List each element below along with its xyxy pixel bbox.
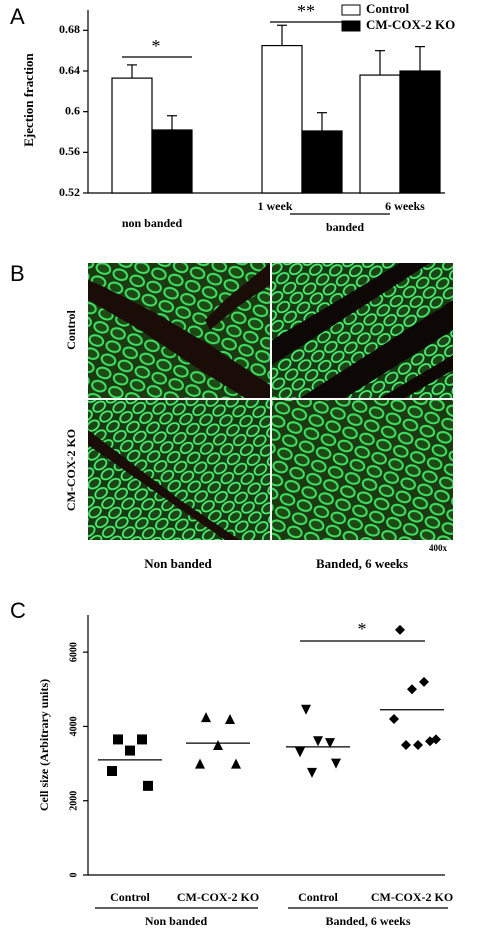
point <box>389 714 399 724</box>
image <box>272 400 453 540</box>
significance: ** <box>297 1 315 21</box>
point <box>407 684 417 695</box>
bar <box>151 129 193 194</box>
point <box>419 676 429 687</box>
y-tick-label: 4000 <box>68 716 79 736</box>
x-tick-label: Control <box>298 890 338 904</box>
y-tick-label: 0.6 <box>65 103 80 117</box>
group-label: banded <box>326 220 364 234</box>
gap <box>300 300 453 398</box>
legend-label: Control <box>366 1 409 16</box>
y-tick-label: 0.64 <box>59 63 80 77</box>
x-tick-label: 6 weeks <box>385 199 425 213</box>
point <box>107 766 117 776</box>
x-tick-label: 1 week <box>258 199 293 213</box>
point <box>431 734 441 745</box>
bar <box>359 74 401 194</box>
point <box>201 712 211 723</box>
y-tick-label: 0.56 <box>59 144 80 158</box>
point <box>231 758 241 769</box>
legend-label: CM-COX-2 KO <box>366 17 455 32</box>
x-tick-label: Control <box>110 890 150 904</box>
gap <box>272 263 430 365</box>
point <box>413 740 423 750</box>
bar <box>399 70 441 194</box>
panel-label: B <box>10 261 25 286</box>
legend-swatch <box>341 4 361 16</box>
panel-label: A <box>10 4 25 29</box>
y-axis-label: Cell size (Arbitrary units) <box>37 679 51 811</box>
column-label: Non banded <box>144 556 212 571</box>
point <box>295 747 305 758</box>
significance: * <box>152 36 161 56</box>
point <box>325 738 335 749</box>
point <box>113 734 123 745</box>
y-tick-label: 0.52 <box>59 185 80 199</box>
point <box>307 767 317 778</box>
gap <box>205 263 270 330</box>
bar <box>301 130 343 194</box>
point <box>331 758 341 769</box>
point <box>213 740 223 750</box>
row-label: Control <box>64 309 78 349</box>
y-tick-label: 0 <box>68 873 79 878</box>
group-label: Non banded <box>145 914 208 928</box>
legend-swatch <box>341 20 361 32</box>
x-tick-label: CM-COX-2 KO <box>371 890 453 904</box>
bar <box>111 77 153 194</box>
y-tick-label: 6000 <box>68 642 79 662</box>
point <box>125 745 135 756</box>
point <box>143 780 153 791</box>
point <box>401 740 411 750</box>
magnification: 400x <box>429 543 448 553</box>
point <box>195 758 205 769</box>
row-label: CM-COX-2 KO <box>64 429 78 511</box>
panel-label: C <box>10 598 26 623</box>
point <box>137 734 147 745</box>
gap <box>380 355 453 398</box>
gap <box>88 280 270 398</box>
micrographs <box>88 263 453 540</box>
image <box>88 400 270 540</box>
y-axis-label: Ejection fraction <box>21 52 36 146</box>
y-tick-label: 0.68 <box>59 22 80 36</box>
column-label: Banded, 6 weeks <box>316 556 408 571</box>
point <box>225 714 235 724</box>
x-tick-label: non banded <box>122 216 183 230</box>
y-tick-label: 2000 <box>68 791 79 811</box>
bar <box>261 44 303 194</box>
group-label: Banded, 6 weeks <box>325 914 410 928</box>
point <box>313 736 323 747</box>
x-tick-label: CM-COX-2 KO <box>177 890 259 904</box>
point <box>395 624 405 635</box>
point <box>301 704 311 715</box>
significance: * <box>358 619 367 639</box>
